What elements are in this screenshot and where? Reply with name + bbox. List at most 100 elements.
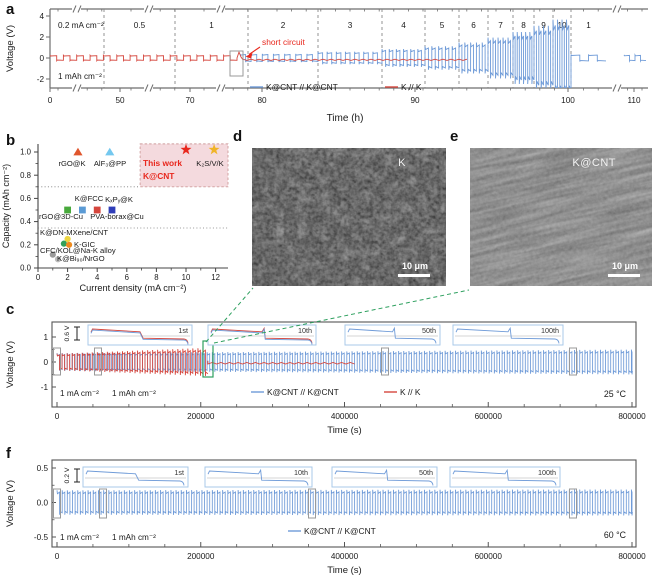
triangle-marker — [73, 147, 83, 156]
panel-label-b: b — [6, 132, 16, 149]
y-tick-label: 0.0 — [37, 498, 49, 507]
x-tick-label: 200000 — [187, 412, 215, 421]
cycle-marker-box — [94, 347, 102, 376]
x-tick-label: 0 — [48, 96, 53, 105]
point-label: rGO@K — [58, 159, 85, 168]
cycle-marker-box — [308, 488, 316, 519]
scale-bar-e — [608, 274, 640, 277]
trace-kk-after-short — [207, 360, 355, 365]
axis-break-gap — [144, 83, 153, 93]
rate-label: 0.5 — [134, 21, 146, 30]
capacity-label: 1 mAh cm⁻² — [58, 72, 102, 81]
y-axis-title: Voltage (V) — [5, 25, 16, 72]
voltage-scale-label: 0.2 V — [64, 467, 71, 483]
inset-curve-blue — [85, 470, 185, 486]
x-tick-label: 0 — [55, 552, 60, 561]
y-tick-label: 1.0 — [20, 148, 32, 157]
legend-kcnt: K@CNT // K@CNT — [266, 82, 338, 92]
y-tick-label: 0 — [39, 54, 44, 63]
axis-break-mark — [144, 5, 149, 13]
rate-label: 9 — [541, 21, 546, 30]
panel-b-scatter-chart: 0 2 4 6 8 10 12 0.0 0.2 0.4 0.6 0.8 1.0 Current densi… — [1, 143, 229, 293]
inset-cycle-label: 10th — [298, 326, 312, 335]
point-label: K-GIC — [74, 240, 96, 249]
y-tick-label: 1 — [43, 333, 48, 342]
x-axis-title: Time (s) — [327, 565, 361, 576]
y-tick-label: -2 — [37, 75, 45, 84]
trace-kcnt-symmetric — [56, 349, 633, 375]
point-label: K₂S/V/K — [196, 159, 223, 168]
circle-marker — [54, 256, 62, 263]
axis-break-mark — [77, 5, 82, 13]
sem-image-kcnt: K@CNT 10 μm — [470, 148, 652, 286]
square-marker — [79, 206, 86, 214]
trace-kcnt-symmetric — [56, 489, 633, 516]
y-tick-label: 4 — [39, 12, 44, 21]
star-marker — [180, 143, 192, 155]
square-marker — [93, 206, 101, 214]
triangle-marker — [105, 147, 115, 156]
rate-label: 5 — [440, 21, 445, 30]
axis-break-mark — [216, 5, 221, 13]
inset-voltage-profile — [87, 324, 193, 346]
rate-label: 4 — [401, 21, 406, 30]
y-tick-label: 0.5 — [37, 464, 49, 473]
x-tick-label: 4 — [95, 273, 100, 282]
point-label: PVA-borax@Cu — [90, 212, 144, 221]
point-label: rGO@3D-Cu — [39, 212, 83, 221]
x-tick-label: 400000 — [331, 552, 359, 561]
panel-c-cycling-chart-25c: 1 0 -1 Voltage (V) 0 200000 400000 600000 800000… — [5, 321, 646, 436]
legend-item: K@CNT // K@CNT — [267, 387, 339, 397]
inset-voltage-profile — [82, 466, 189, 488]
cycle-marker-box — [53, 347, 61, 376]
panel-label-a: a — [6, 1, 15, 18]
y-tick-label: -0.5 — [34, 533, 49, 542]
circle-marker — [60, 240, 67, 247]
axis-break-mark — [77, 84, 82, 92]
axis-break-mark — [612, 5, 617, 13]
axis-break-gap — [72, 83, 81, 93]
point-label: KₓPᵧ@K — [105, 195, 133, 204]
trace-kcnt-after-break — [623, 53, 647, 63]
this-work-material-label: K@CNT — [143, 171, 175, 181]
point-label: K@Bi₉₀/NrGO — [57, 254, 105, 263]
axis-break-gap — [216, 4, 225, 14]
current-density-label: 0.2 mA cm⁻² — [58, 21, 104, 30]
current-density-label: 1 mA cm⁻² — [60, 389, 99, 398]
inset-cycle-label: 100th — [541, 326, 559, 335]
axis-break-mark — [612, 84, 617, 92]
rate-label: 3 — [348, 21, 353, 30]
circle-marker — [64, 235, 71, 243]
x-tick-label: 800000 — [618, 552, 646, 561]
x-tick-label: 80 — [257, 96, 267, 105]
panel-label-d: d — [233, 128, 243, 145]
cycle-marker-box — [569, 488, 577, 519]
inset-curve-blue — [455, 326, 560, 344]
sem-label-k: K — [398, 157, 406, 169]
x-tick-label: 600000 — [475, 412, 503, 421]
trace-kk-symmetric — [56, 347, 209, 377]
legend-kk: K // K — [401, 82, 422, 92]
x-axis-title: Current density (mA cm⁻²) — [80, 283, 187, 293]
axis-break-mark — [144, 84, 149, 92]
x-tick-label: 50 — [115, 96, 125, 105]
short-circuit-box — [229, 50, 244, 77]
x-tick-label: 12 — [211, 273, 220, 282]
trace-kcnt-symmetric — [239, 19, 607, 88]
cycle-marker-box — [53, 488, 61, 519]
point-label: CFC/KOL@Na-K alloy — [40, 246, 116, 255]
current-density-label: 1 mA cm⁻² — [60, 533, 99, 542]
inset-curve-blue — [334, 468, 434, 486]
x-tick-label: 100 — [561, 96, 575, 105]
rate-label: 2 — [281, 21, 286, 30]
square-marker — [64, 206, 71, 214]
axis-break-mark — [149, 5, 154, 13]
rate-label: 6 — [471, 21, 476, 30]
panel-label-f: f — [6, 445, 11, 462]
circle-marker — [49, 251, 56, 258]
rate-label: 7 — [498, 21, 503, 30]
y-tick-label: 0.2 — [20, 240, 31, 249]
y-axis-title: Voltage (V) — [5, 480, 16, 527]
point-label: AlF₃@PP — [94, 159, 126, 168]
